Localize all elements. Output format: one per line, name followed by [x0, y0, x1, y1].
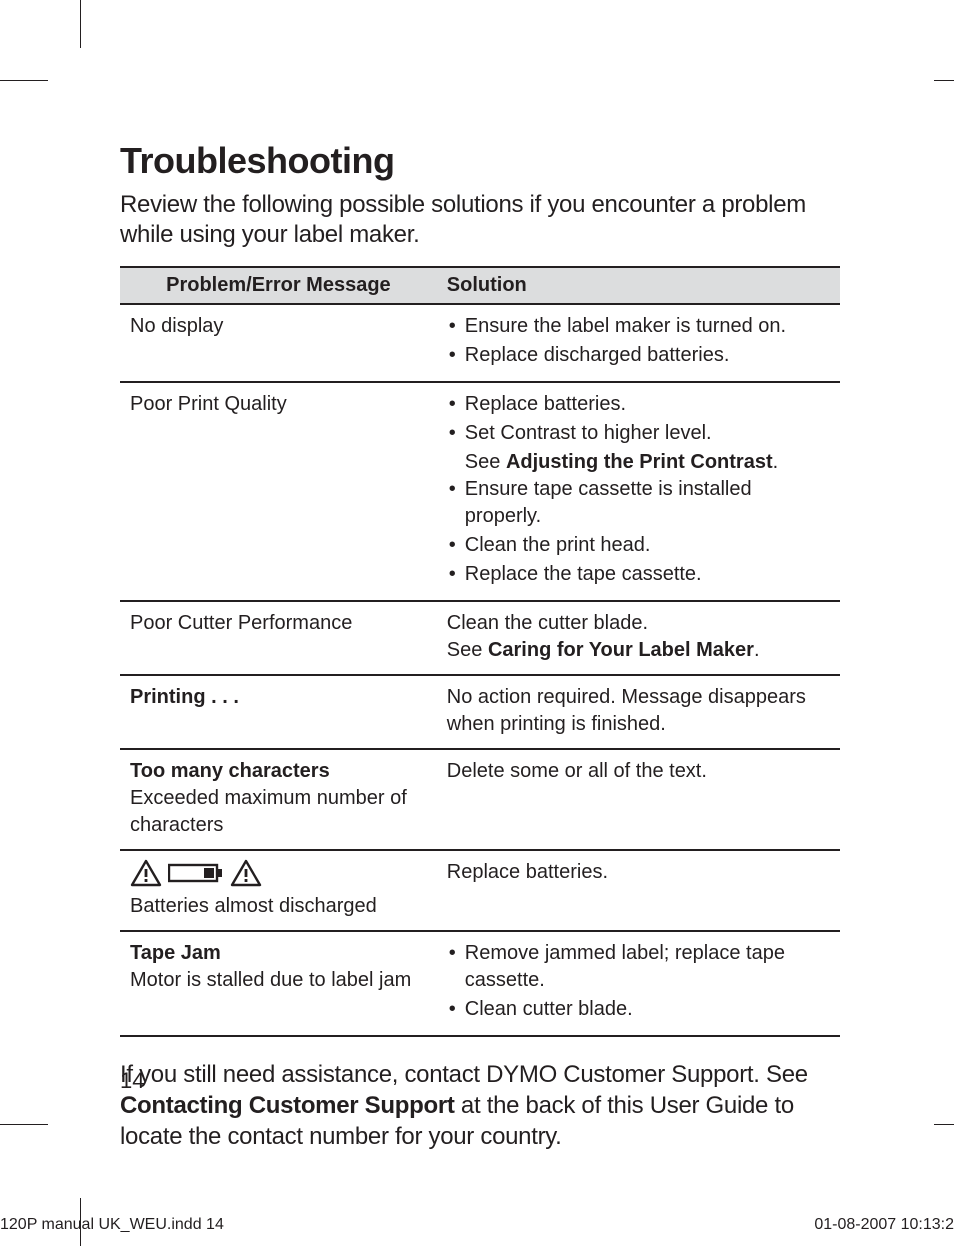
- problem-cell: No display: [120, 304, 437, 382]
- intro-paragraph: Review the following possible solutions …: [120, 190, 840, 250]
- problem-cell: Poor Cutter Performance: [120, 601, 437, 675]
- solution-cell: Remove jammed label; replace tape casset…: [437, 931, 840, 1036]
- problem-sublabel: Batteries almost discharged: [130, 893, 427, 920]
- footer-bold: Contacting Customer Support: [120, 1092, 455, 1119]
- table-row: Batteries almost discharged Replace batte…: [120, 850, 840, 931]
- solution-item: Clean cutter blade.: [447, 996, 830, 1023]
- crop-mark: [80, 0, 81, 48]
- table-row: Poor Print Quality Replace batteries.Set …: [120, 382, 840, 601]
- problem-label-bold: Tape Jam: [130, 940, 427, 967]
- problem-label-bold: Printing . . .: [130, 684, 427, 711]
- table-row: Too many charactersExceeded maximum numb…: [120, 749, 840, 850]
- table-body: No display Ensure the label maker is turn…: [120, 304, 840, 1036]
- problem-cell: Printing . . .: [120, 675, 437, 749]
- problem-label-bold: Too many characters: [130, 758, 427, 785]
- crop-mark: [934, 1124, 954, 1125]
- table-header-problem: Problem/Error Message: [120, 267, 437, 304]
- problem-cell: Poor Print Quality: [120, 382, 437, 601]
- solution-text: Clean the cutter blade.: [447, 610, 830, 637]
- table-header-solution: Solution: [437, 267, 840, 304]
- page-title: Troubleshooting: [120, 140, 840, 182]
- solution-cell: Clean the cutter blade.See Caring for Yo…: [437, 601, 840, 675]
- solution-cell: Replace batteries.Set Contrast to higher…: [437, 382, 840, 601]
- warning-icon: [130, 859, 162, 887]
- problem-icons: [130, 859, 427, 887]
- problem-label: No display: [130, 313, 427, 340]
- problem-cell: Too many charactersExceeded maximum numb…: [120, 749, 437, 850]
- solution-subnote: See Adjusting the Print Contrast.: [447, 449, 830, 476]
- print-slug-right: 01-08-2007 10:13:2: [814, 1216, 954, 1234]
- solution-item: Ensure the label maker is turned on.: [447, 313, 830, 340]
- problem-sublabel: Exceeded maximum number of characters: [130, 785, 427, 839]
- solution-cell: Ensure the label maker is turned on.Repl…: [437, 304, 840, 382]
- solution-text: Replace batteries.: [447, 859, 830, 886]
- table-row: Printing . . . No action required. Messag…: [120, 675, 840, 749]
- page-number: 14: [120, 1068, 144, 1094]
- solution-item: Replace the tape cassette.: [447, 561, 830, 588]
- solution-cell: No action required. Message disappears w…: [437, 675, 840, 749]
- footer-paragraph: If you still need assistance, contact DY…: [120, 1059, 840, 1153]
- solution-item: Replace discharged batteries.: [447, 342, 830, 369]
- crop-mark: [0, 80, 48, 81]
- solution-cell: Delete some or all of the text.: [437, 749, 840, 850]
- solution-list: Remove jammed label; replace tape casset…: [447, 940, 830, 1023]
- footer-pre: If you still need assistance, contact DY…: [120, 1061, 808, 1088]
- solution-cell: Replace batteries.: [437, 850, 840, 931]
- solution-item: Remove jammed label; replace tape casset…: [447, 940, 830, 994]
- solution-note: See Caring for Your Label Maker.: [447, 637, 830, 664]
- table-row: Tape JamMotor is stalled due to label ja…: [120, 931, 840, 1036]
- solution-item: Clean the print head.: [447, 532, 830, 559]
- warning-icon: [230, 859, 262, 887]
- problem-sublabel: Motor is stalled due to label jam: [130, 967, 427, 994]
- solution-item: Set Contrast to higher level.: [447, 420, 830, 447]
- table-row: Poor Cutter Performance Clean the cutter …: [120, 601, 840, 675]
- crop-mark: [0, 1124, 48, 1125]
- problem-cell: Tape JamMotor is stalled due to label ja…: [120, 931, 437, 1036]
- solution-text: No action required. Message disappears w…: [447, 684, 830, 738]
- print-slug-left: 120P manual UK_WEU.indd 14: [0, 1216, 224, 1234]
- warning-icon: [230, 859, 262, 887]
- solution-list: Ensure the label maker is turned on.Repl…: [447, 313, 830, 369]
- solution-item: Ensure tape cassette is installed proper…: [447, 476, 830, 530]
- warning-icon: [130, 859, 162, 887]
- solution-item: Replace batteries.: [447, 391, 830, 418]
- problem-cell: Batteries almost discharged: [120, 850, 437, 931]
- problem-label: Poor Cutter Performance: [130, 610, 427, 637]
- solution-text: Delete some or all of the text.: [447, 758, 830, 785]
- battery-low-icon: [168, 862, 224, 884]
- troubleshooting-table: Problem/Error Message Solution No displa…: [120, 266, 840, 1037]
- crop-mark: [934, 80, 954, 81]
- battery-low-icon: [168, 862, 224, 884]
- table-row: No display Ensure the label maker is turn…: [120, 304, 840, 382]
- solution-list: Replace batteries.Set Contrast to higher…: [447, 391, 830, 588]
- page-content: Troubleshooting Review the following pos…: [120, 140, 840, 1153]
- problem-label: Poor Print Quality: [130, 391, 427, 418]
